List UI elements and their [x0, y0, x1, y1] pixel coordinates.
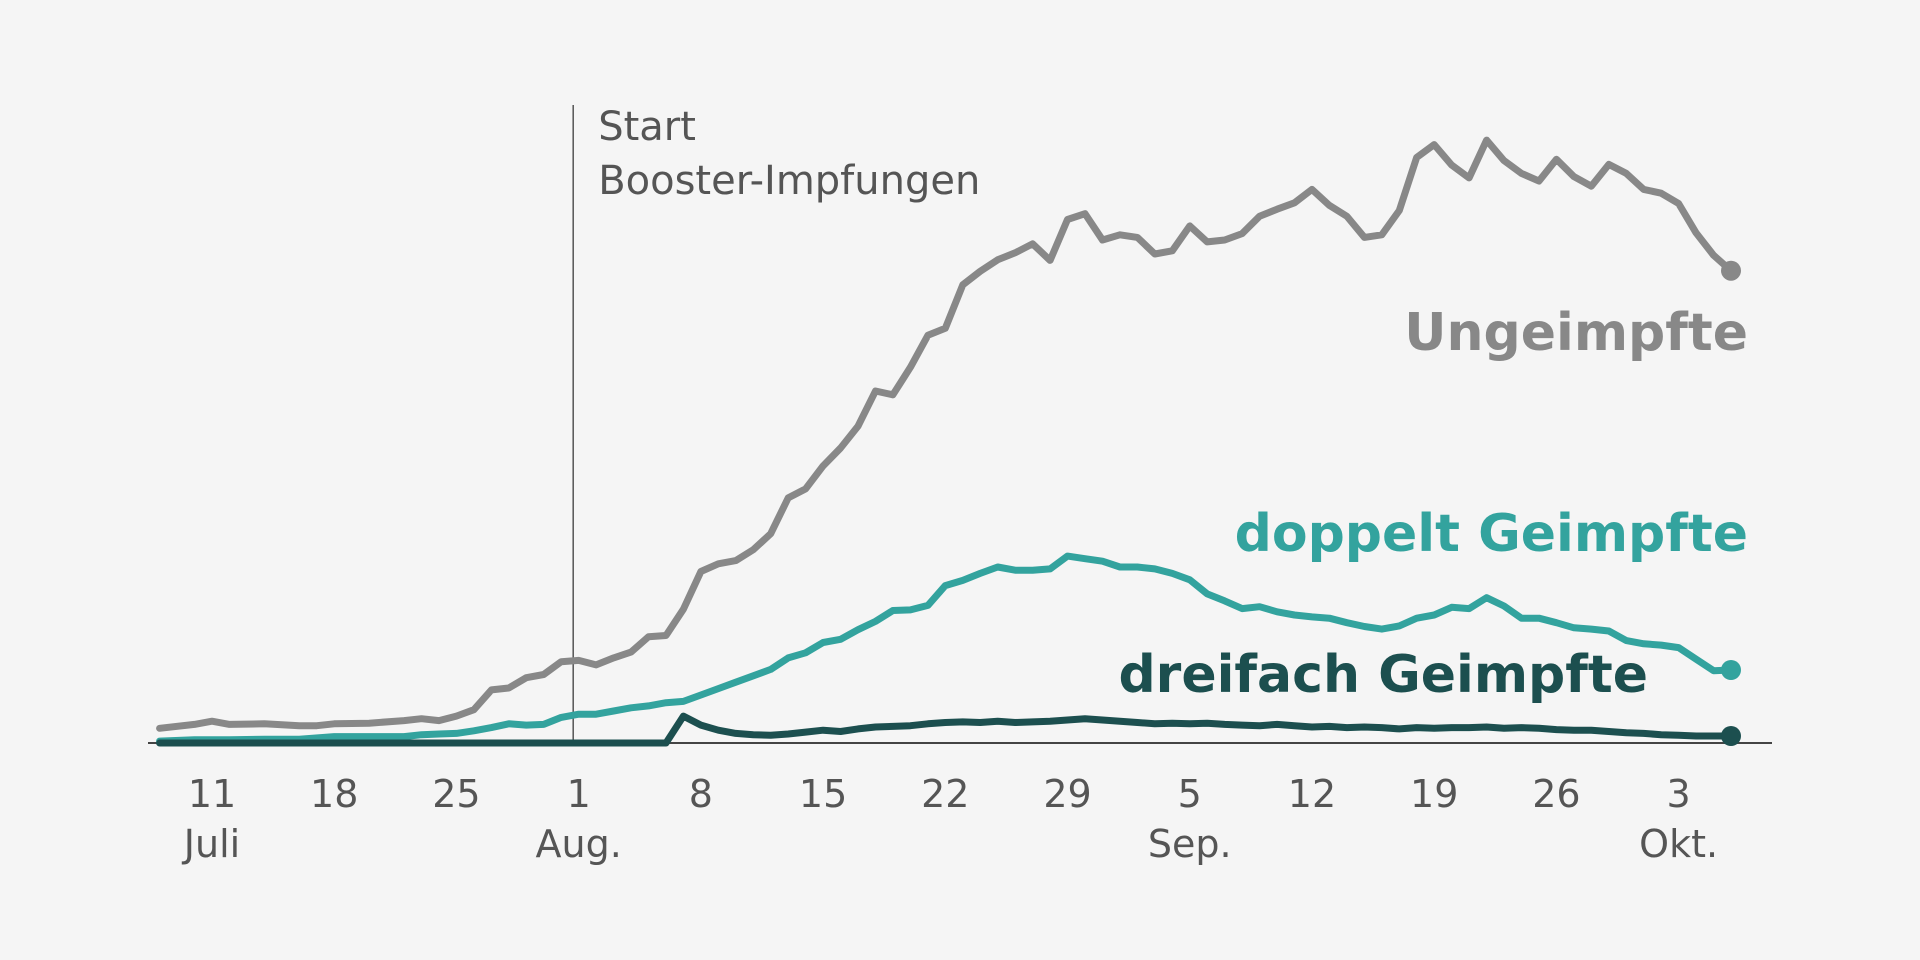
x-tick-month-label: Juli — [182, 822, 240, 866]
x-tick-label: 3 — [1667, 772, 1691, 816]
series-label-0: Ungeimpfte — [1404, 303, 1748, 363]
x-axis-ticks: 11 Juli 18 25 1 Aug. 8 15 22 29 5 Sep. 12 19 26 3 Okt. — [182, 772, 1718, 866]
x-tick-month-label: Sep. — [1148, 822, 1232, 866]
x-tick-label: 8 — [689, 772, 713, 816]
series-end-dot-0 — [1721, 260, 1741, 281]
x-tick-month-label: Aug. — [536, 822, 622, 866]
x-tick-label: 5 — [1178, 772, 1202, 816]
x-tick-label: 19 — [1410, 772, 1458, 816]
x-tick-label: 25 — [432, 772, 480, 816]
x-tick-month-label: Okt. — [1639, 822, 1718, 866]
series-labels: Ungeimpfte doppelt Geimpfte dreifach Geimp… — [1118, 303, 1748, 705]
series-line-1 — [156, 552, 1735, 745]
x-tick-label: 29 — [1043, 772, 1091, 816]
x-tick-label: 12 — [1288, 772, 1336, 816]
x-tick-label: 11 — [188, 772, 236, 816]
x-tick-label: 18 — [310, 772, 358, 816]
series-end-dot-1 — [1721, 660, 1741, 680]
series-end-dot-2 — [1721, 726, 1741, 746]
series-label-2: dreifach Geimpfte — [1118, 645, 1648, 705]
x-tick-label: 1 — [567, 772, 591, 816]
series-lines — [156, 136, 1741, 747]
series-line-0 — [156, 136, 1735, 732]
booster-annotation-line1: Start — [598, 104, 696, 150]
x-tick-label: 22 — [921, 772, 969, 816]
series-line-2 — [156, 712, 1735, 747]
booster-annotation-line2: Booster-Impfungen — [598, 158, 980, 204]
x-tick-label: 26 — [1532, 772, 1580, 816]
series-label-1: doppelt Geimpfte — [1235, 504, 1748, 564]
x-tick-label: 15 — [799, 772, 847, 816]
